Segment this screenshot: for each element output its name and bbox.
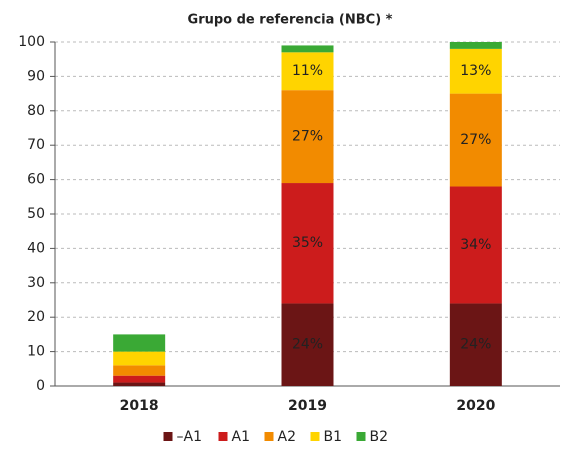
bar-segment — [281, 90, 334, 184]
bar-segment — [449, 48, 502, 94]
data-label: 35% — [292, 235, 323, 251]
legend-label: B1 — [324, 429, 343, 445]
bar-segment — [281, 303, 334, 386]
x-tick-label: 2020 — [456, 398, 495, 414]
chart-title: Grupo de referencia (NBC) * — [188, 13, 393, 28]
x-tick-label: 2018 — [120, 398, 159, 414]
legend-swatch — [310, 432, 320, 441]
y-tick-label: 100 — [18, 34, 45, 50]
y-tick-label: 60 — [27, 172, 45, 188]
y-tick-label: 30 — [27, 275, 45, 291]
bar-segment — [281, 183, 334, 304]
bar-segment — [449, 42, 502, 49]
y-tick-label: 40 — [27, 240, 45, 256]
data-label: 24% — [292, 337, 323, 353]
bar-segment — [449, 186, 502, 304]
bar-segment — [113, 382, 166, 386]
legend-label: B2 — [370, 429, 389, 445]
bar-segment — [113, 334, 166, 352]
y-tick-label: 80 — [27, 103, 45, 119]
y-tick-label: 20 — [27, 309, 45, 325]
data-label: 13% — [460, 63, 491, 79]
data-label: 27% — [292, 129, 323, 145]
legend-label: –A1 — [177, 429, 202, 445]
legend-swatch — [264, 432, 274, 441]
legend-label: A1 — [232, 429, 250, 445]
y-tick-label: 70 — [27, 137, 45, 153]
bar-segment — [113, 365, 166, 376]
data-label: 27% — [460, 132, 491, 148]
legend-label: A2 — [278, 429, 296, 445]
y-tick-label: 0 — [36, 378, 45, 394]
bar-segment — [281, 45, 334, 53]
y-tick-label: 10 — [27, 344, 45, 360]
data-label: 24% — [460, 337, 491, 353]
data-label: 11% — [292, 63, 323, 79]
y-tick-label: 90 — [27, 68, 45, 84]
data-label: 34% — [460, 237, 491, 253]
bar-segment — [281, 52, 334, 91]
legend-swatch — [218, 432, 228, 441]
legend-swatch — [356, 432, 366, 441]
bar-segment — [113, 351, 166, 366]
legend-swatch — [163, 432, 173, 441]
bar-segment — [449, 93, 502, 187]
y-tick-label: 50 — [27, 206, 45, 222]
x-tick-label: 2019 — [288, 398, 327, 414]
bar-segment — [449, 303, 502, 386]
bar-segment — [113, 375, 166, 383]
